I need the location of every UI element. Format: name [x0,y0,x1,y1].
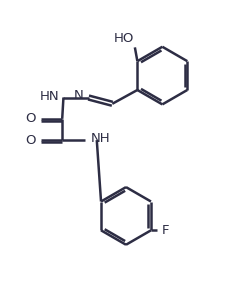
Text: NH: NH [91,132,111,145]
Text: O: O [25,112,35,125]
Text: O: O [25,134,35,147]
Text: N: N [74,89,84,102]
Text: F: F [162,224,169,237]
Text: HO: HO [113,32,134,45]
Text: HN: HN [39,90,59,103]
